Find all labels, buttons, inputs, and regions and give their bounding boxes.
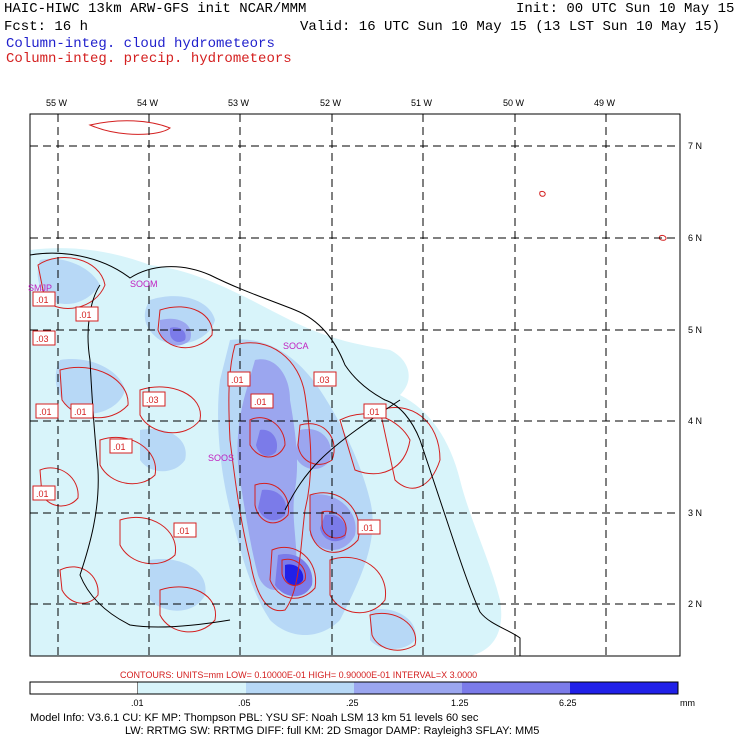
lat-label: 3 N [688,508,702,518]
colorbar-tick: .05 [238,698,251,708]
contour-value-labels: .01 .01 .03 .01 .01 .03 .01 .03 .01 .01 … [32,291,387,538]
svg-text:.01: .01 [36,489,49,499]
contour-label-box: .01 [357,519,381,535]
svg-text:.01: .01 [361,523,374,533]
svg-text:.01: .01 [39,407,52,417]
contour-label-box: .01 [173,522,197,538]
lon-label: 55 W [46,98,68,108]
svg-text:.01: .01 [36,295,49,305]
legend-cloud: Column-integ. cloud hydrometeors [6,36,275,52]
precip-contours [37,120,667,651]
station-soca: SOCA [283,341,309,351]
contour-label-box: .01 [250,393,274,409]
lat-label: 2 N [688,599,702,609]
svg-text:.01: .01 [177,526,190,536]
station-smjp: SMJP [28,283,52,293]
colorbar-tick: 1.25 [451,698,469,708]
lon-label: 50 W [503,98,525,108]
valid-time: Valid: 16 UTC Sun 10 May 15 (13 LST Sun … [300,19,721,35]
contour-label-box: .01 [75,306,99,322]
title: HAIC-HIWC 13km ARW-GFS init NCAR/MMM [4,1,307,17]
contour-label-box: .01 [109,438,133,454]
station-soos: SOOS [208,453,234,463]
svg-text:.03: .03 [317,375,330,385]
lon-label: 54 W [137,98,159,108]
contour-label-box: .03 [32,330,56,346]
colorbar: .01 .05 .25 1.25 6.25 mm [29,681,695,708]
lon-label: 51 W [411,98,433,108]
svg-text:.01: .01 [367,407,380,417]
contour-label-box: .01 [35,403,59,419]
station-soom: SOOM [130,279,158,289]
longitude-labels: 55 W 54 W 53 W 52 W 51 W 50 W 49 W [46,98,616,108]
lat-label: 7 N [688,141,702,151]
svg-text:.01: .01 [113,442,126,452]
lon-label: 49 W [594,98,616,108]
hydrometeor-shading [30,248,502,656]
model-info-line2: LW: RRTMG SW: RRTMG DIFF: full KM: 2D Sm… [125,725,540,737]
contour-label-box: .01 [227,371,251,387]
colorbar-tick: 6.25 [559,698,577,708]
contour-label-box: .01 [363,403,387,419]
colorbar-tick: .25 [346,698,359,708]
svg-text:.03: .03 [36,334,49,344]
contour-label-box: .01 [32,291,56,307]
contour-label-box: .01 [70,403,94,419]
lat-label: 4 N [688,416,702,426]
init-time: Init: 00 UTC Sun 10 May 15 [516,1,735,17]
latitude-labels: 7 N 6 N 5 N 4 N 3 N 2 N [688,141,702,609]
colorbar-unit: mm [680,698,695,708]
contour-label-box: .03 [142,391,166,407]
legend-precip: Column-integ. precip. hydrometeors [6,51,292,67]
station-labels: SMJP SOOM SOCA SOOS [28,279,309,463]
contour-label-box: .03 [313,371,337,387]
graticule [30,114,680,656]
lon-label: 53 W [228,98,250,108]
lat-label: 5 N [688,325,702,335]
svg-text:.01: .01 [254,397,267,407]
forecast-hour: Fcst: 16 h [4,19,89,35]
model-info-line1: Model Info: V3.6.1 CU: KF MP: Thompson P… [30,712,479,724]
svg-text:.01: .01 [231,375,244,385]
contour-label-box: .01 [32,485,56,501]
svg-text:.01: .01 [79,310,92,320]
lon-label: 52 W [320,98,342,108]
lat-label: 6 N [688,233,702,243]
map-frame [29,113,681,657]
svg-text:.01: .01 [74,407,87,417]
contour-info: CONTOURS: UNITS=mm LOW= 0.10000E-01 HIGH… [120,670,478,680]
colorbar-tick: .01 [131,698,144,708]
svg-text:.03: .03 [146,395,159,405]
